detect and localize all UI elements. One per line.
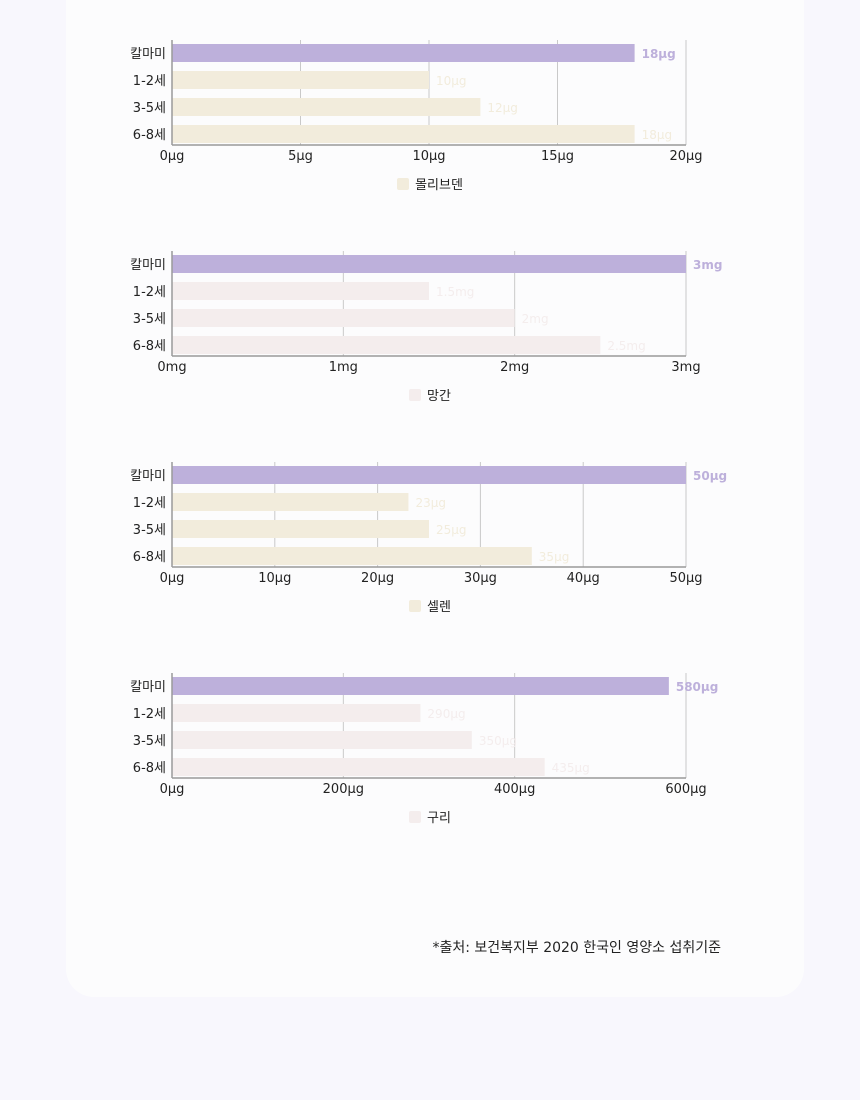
legend-label: 셀렌 (427, 600, 451, 615)
source-note: *출처: 보건복지부 2020 한국인 영양소 섭취기준 (432, 940, 721, 956)
category-label: 6-8세 (133, 761, 166, 776)
value-label: 580μg (676, 680, 718, 694)
legend: 몰리브덴 (120, 174, 740, 193)
manganese-chart-svg: 칼마미 3mg 1-2세 1.5mg 3-5세 2mg 6-8세 2.5mg 0mg 1mg 2mg… (130, 251, 722, 375)
value-label: 2.5mg (607, 339, 645, 353)
x-tick-label: 0μg (160, 782, 185, 797)
x-tick-label: 0μg (160, 149, 185, 164)
value-label: 35μg (539, 550, 570, 564)
legend: 셀렌 (120, 596, 740, 615)
bar-2 (172, 731, 472, 749)
category-label: 1-2세 (133, 74, 166, 89)
category-label: 1-2세 (133, 285, 166, 300)
bar-3 (172, 336, 601, 354)
bar-1 (172, 282, 429, 300)
value-label: 10μg (436, 74, 467, 88)
x-tick-label: 3mg (671, 360, 700, 375)
value-label: 350μg (479, 734, 517, 748)
molybdenum-chart: 칼마미 18μg 1-2세 10μg 3-5세 12μg 6-8세 18μg 0μg 5μg 10μ… (120, 38, 740, 218)
x-tick-label: 10μg (412, 149, 445, 164)
x-tick-label: 2mg (500, 360, 529, 375)
legend: 망간 (120, 385, 740, 404)
value-label: 435μg (552, 761, 590, 775)
category-label: 6-8세 (133, 550, 166, 565)
bar-0 (172, 466, 686, 484)
value-label: 18μg (642, 128, 673, 142)
category-label: 칼마미 (130, 680, 166, 695)
copper-chart-svg: 칼마미 580μg 1-2세 290μg 3-5세 350μg 6-8세 435μg 0μg 20… (130, 673, 718, 797)
value-label: 2mg (522, 312, 549, 326)
legend-label: 망간 (427, 389, 451, 404)
bar-2 (172, 309, 515, 327)
bar-0 (172, 255, 686, 273)
bar-1 (172, 704, 421, 722)
category-label: 칼마미 (130, 469, 166, 484)
value-label: 50μg (693, 469, 727, 483)
x-tick-label: 400μg (494, 782, 535, 797)
legend-swatch (409, 599, 422, 612)
legend-label: 몰리브덴 (415, 178, 463, 193)
x-tick-label: 10μg (258, 571, 291, 586)
x-tick-label: 200μg (323, 782, 364, 797)
x-tick-label: 20μg (669, 149, 702, 164)
x-tick-label: 600μg (665, 782, 706, 797)
legend-swatch (409, 388, 422, 401)
bar-3 (172, 758, 545, 776)
category-label: 1-2세 (133, 496, 166, 511)
value-label: 290μg (427, 707, 465, 721)
category-label: 칼마미 (130, 47, 166, 62)
selenium-chart: 칼마미 50μg 1-2세 23μg 3-5세 25μg 6-8세 35μg 0μg 10μg 20… (120, 460, 740, 640)
bar-0 (172, 677, 669, 695)
category-label: 1-2세 (133, 707, 166, 722)
value-label: 3mg (693, 258, 722, 272)
category-label: 3-5세 (133, 523, 166, 538)
category-label: 3-5세 (133, 734, 166, 749)
x-tick-label: 50μg (669, 571, 702, 586)
legend-swatch (397, 177, 410, 190)
category-label: 3-5세 (133, 312, 166, 327)
legend-label: 구리 (427, 811, 451, 826)
molybdenum-chart-svg: 칼마미 18μg 1-2세 10μg 3-5세 12μg 6-8세 18μg 0μg 5μg 10μ… (130, 40, 703, 164)
value-label: 18μg (642, 47, 676, 61)
bar-2 (172, 520, 429, 538)
x-tick-label: 30μg (464, 571, 497, 586)
legend: 구리 (120, 807, 740, 826)
x-tick-label: 15μg (541, 149, 574, 164)
bar-1 (172, 71, 429, 89)
x-tick-label: 20μg (361, 571, 394, 586)
category-label: 3-5세 (133, 101, 166, 116)
bar-3 (172, 547, 532, 565)
value-label: 25μg (436, 523, 467, 537)
legend-swatch (409, 810, 422, 823)
category-label: 칼마미 (130, 258, 166, 273)
x-tick-label: 1mg (329, 360, 358, 375)
value-label: 23μg (415, 496, 446, 510)
x-tick-label: 5μg (288, 149, 313, 164)
selenium-chart-svg: 칼마미 50μg 1-2세 23μg 3-5세 25μg 6-8세 35μg 0μg 10μg 20… (130, 462, 727, 586)
manganese-chart: 칼마미 3mg 1-2세 1.5mg 3-5세 2mg 6-8세 2.5mg 0mg 1mg 2mg… (120, 249, 740, 429)
bar-2 (172, 98, 481, 116)
x-tick-label: 40μg (567, 571, 600, 586)
bar-0 (172, 44, 635, 62)
bar-3 (172, 125, 635, 143)
value-label: 12μg (487, 101, 518, 115)
x-tick-label: 0mg (157, 360, 186, 375)
value-label: 1.5mg (436, 285, 474, 299)
x-tick-label: 0μg (160, 571, 185, 586)
copper-chart: 칼마미 580μg 1-2세 290μg 3-5세 350μg 6-8세 435μg 0μg 20… (120, 671, 740, 851)
category-label: 6-8세 (133, 128, 166, 143)
category-label: 6-8세 (133, 339, 166, 354)
bar-1 (172, 493, 409, 511)
